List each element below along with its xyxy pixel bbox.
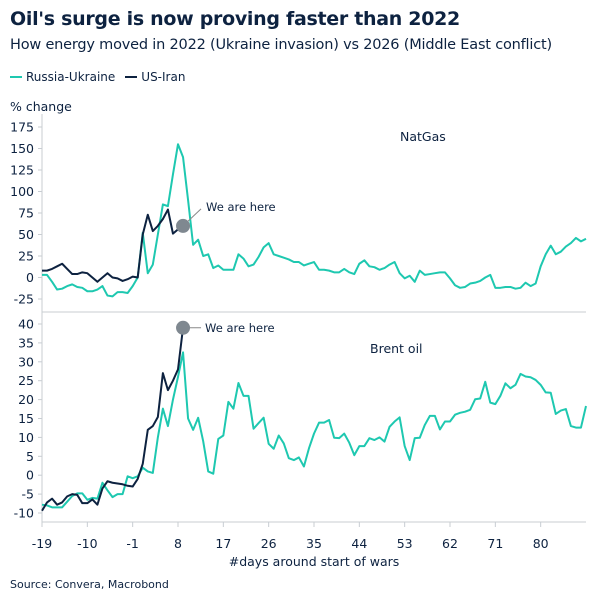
natgas-panel-title: NatGas bbox=[400, 129, 446, 144]
natgas-y-tick-label: 100 bbox=[10, 184, 34, 199]
natgas-annotation: We are here bbox=[206, 200, 276, 214]
x-tick-label: 80 bbox=[533, 536, 549, 551]
brent-current-marker bbox=[176, 320, 191, 335]
brent-y-tick-label: 5 bbox=[26, 449, 34, 464]
x-tick-label: 44 bbox=[351, 536, 367, 551]
legend-item-us-iran: US-Iran bbox=[125, 70, 185, 84]
chart-subtitle: How energy moved in 2022 (Ukraine invasi… bbox=[10, 37, 552, 53]
brent-y-tick-label: 0 bbox=[26, 468, 34, 483]
legend-label: US-Iran bbox=[141, 70, 186, 84]
natgas-y-tick-label: 25 bbox=[18, 249, 34, 264]
x-tick-label: -19 bbox=[32, 536, 52, 551]
y-axis-label: % change bbox=[10, 99, 72, 114]
natgas-y-tick-label: 125 bbox=[10, 163, 34, 178]
brent-y-tick-label: 40 bbox=[18, 317, 34, 332]
brent-y-tick-label: -10 bbox=[14, 506, 34, 521]
brent-annotation: We are here bbox=[205, 321, 275, 335]
brent-y-tick-label: 10 bbox=[18, 430, 34, 445]
legend-label: Russia-Ukraine bbox=[26, 70, 116, 84]
natgas-y-tick-label: 50 bbox=[18, 227, 34, 242]
x-tick-label: 53 bbox=[397, 536, 413, 551]
natgas-series-russia-ukraine bbox=[42, 143, 587, 298]
natgas-y-tick-label: 75 bbox=[18, 206, 34, 221]
legend-swatch bbox=[10, 76, 22, 78]
brent-series-russia-ukraine bbox=[41, 351, 587, 509]
brent-y-tick-label: -5 bbox=[22, 487, 34, 502]
natgas-y-tick-label: -25 bbox=[14, 292, 34, 307]
brent-y-tick-label: 15 bbox=[18, 411, 34, 426]
chart-title: Oil's surge is now proving faster than 2… bbox=[10, 8, 460, 30]
brent-y-tick-label: 20 bbox=[18, 392, 34, 407]
source-note: Source: Convera, Macrobond bbox=[10, 578, 169, 591]
x-tick-label: 8 bbox=[174, 536, 182, 551]
brent-y-tick-label: 25 bbox=[18, 373, 34, 388]
x-tick-label: 26 bbox=[261, 536, 277, 551]
brent-series-us-iran bbox=[41, 327, 185, 512]
x-tick-label: 71 bbox=[487, 536, 503, 551]
legend-item-russia-ukraine: Russia-Ukraine bbox=[10, 70, 115, 84]
brent-panel-title: Brent oil bbox=[370, 341, 423, 356]
x-tick-label: 62 bbox=[442, 536, 458, 551]
natgas-current-marker bbox=[176, 218, 191, 233]
x-axis-label: #days around start of wars bbox=[229, 554, 400, 569]
x-tick-label: -10 bbox=[77, 536, 97, 551]
x-tick-label: -1 bbox=[126, 536, 138, 551]
natgas-y-tick-label: 0 bbox=[26, 270, 34, 285]
legend: Russia-Ukraine US-Iran bbox=[10, 70, 185, 84]
natgas-y-tick-label: 175 bbox=[10, 120, 34, 135]
brent-y-tick-label: 35 bbox=[18, 335, 34, 350]
natgas-series-us-iran bbox=[42, 208, 184, 283]
x-tick-label: 35 bbox=[306, 536, 322, 551]
legend-swatch bbox=[125, 76, 138, 78]
brent-y-tick-label: 30 bbox=[18, 354, 34, 369]
natgas-y-tick-label: 150 bbox=[10, 141, 34, 156]
x-tick-label: 17 bbox=[215, 536, 231, 551]
